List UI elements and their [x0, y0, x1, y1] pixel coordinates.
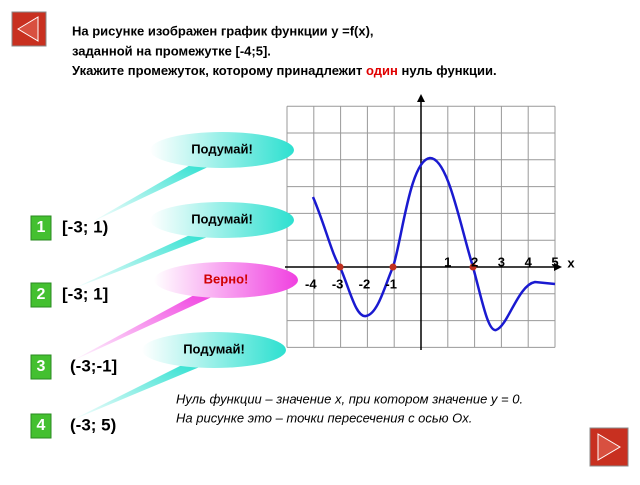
x-tick-label: 5 [551, 254, 558, 269]
question: Укажите промежуток, которому принадлежит… [72, 63, 497, 78]
feedback-bubble [150, 132, 294, 168]
option-text[interactable]: [-3; 1) [62, 217, 108, 236]
function-graph [311, 156, 556, 332]
feedback-bubble [142, 332, 286, 368]
feedback-text: Подумай! [183, 341, 245, 356]
option-number-box[interactable] [30, 282, 52, 308]
x-tick-label: -3 [332, 276, 344, 291]
zero-point [469, 263, 477, 271]
feedback-text: Верно! [204, 271, 249, 286]
option-text[interactable]: [-3; 1] [62, 284, 108, 303]
next-arrow [597, 433, 621, 461]
option-number: 1 [37, 219, 46, 236]
option-text[interactable]: (-3;-1] [70, 356, 117, 375]
bubble-tail [70, 294, 214, 362]
x-arrow [554, 263, 562, 271]
option-number-box[interactable] [30, 215, 52, 241]
x-tick-label: -2 [359, 276, 371, 291]
zero-point [389, 263, 397, 271]
option-number-box[interactable] [30, 413, 52, 439]
feedback-text: Подумай! [191, 141, 253, 156]
feedback-text: Подумай! [191, 211, 253, 226]
question: заданной на промежутке [-4;5]. [72, 43, 271, 58]
bubble-tail [70, 364, 202, 421]
x-tick-label: 2 [471, 254, 478, 269]
zero-point [336, 263, 344, 271]
feedback-bubble [150, 202, 294, 238]
note: Нуль функции – значение x, при котором з… [176, 391, 523, 406]
feedback-bubble [154, 262, 298, 298]
x-tick-label: 4 [525, 254, 533, 269]
note: На рисунке это – точки пересечения с ось… [176, 410, 472, 425]
x-tick-label: 3 [498, 254, 505, 269]
back-arrow [17, 16, 39, 42]
bubble-tail [90, 164, 210, 223]
bubble-tail [70, 234, 210, 290]
option-number: 2 [37, 286, 46, 303]
axis-name: x [567, 255, 575, 270]
x-tick-label: -4 [305, 276, 317, 291]
option-number-box[interactable] [30, 354, 52, 380]
x-tick-label: 1 [444, 254, 451, 269]
y-arrow [417, 94, 425, 102]
option-number: 3 [37, 358, 46, 375]
option-number: 4 [37, 417, 46, 434]
x-tick-label: -1 [385, 276, 397, 291]
question: На рисунке изображен график функции y =f… [72, 23, 374, 38]
option-text[interactable]: (-3; 5) [70, 415, 116, 434]
